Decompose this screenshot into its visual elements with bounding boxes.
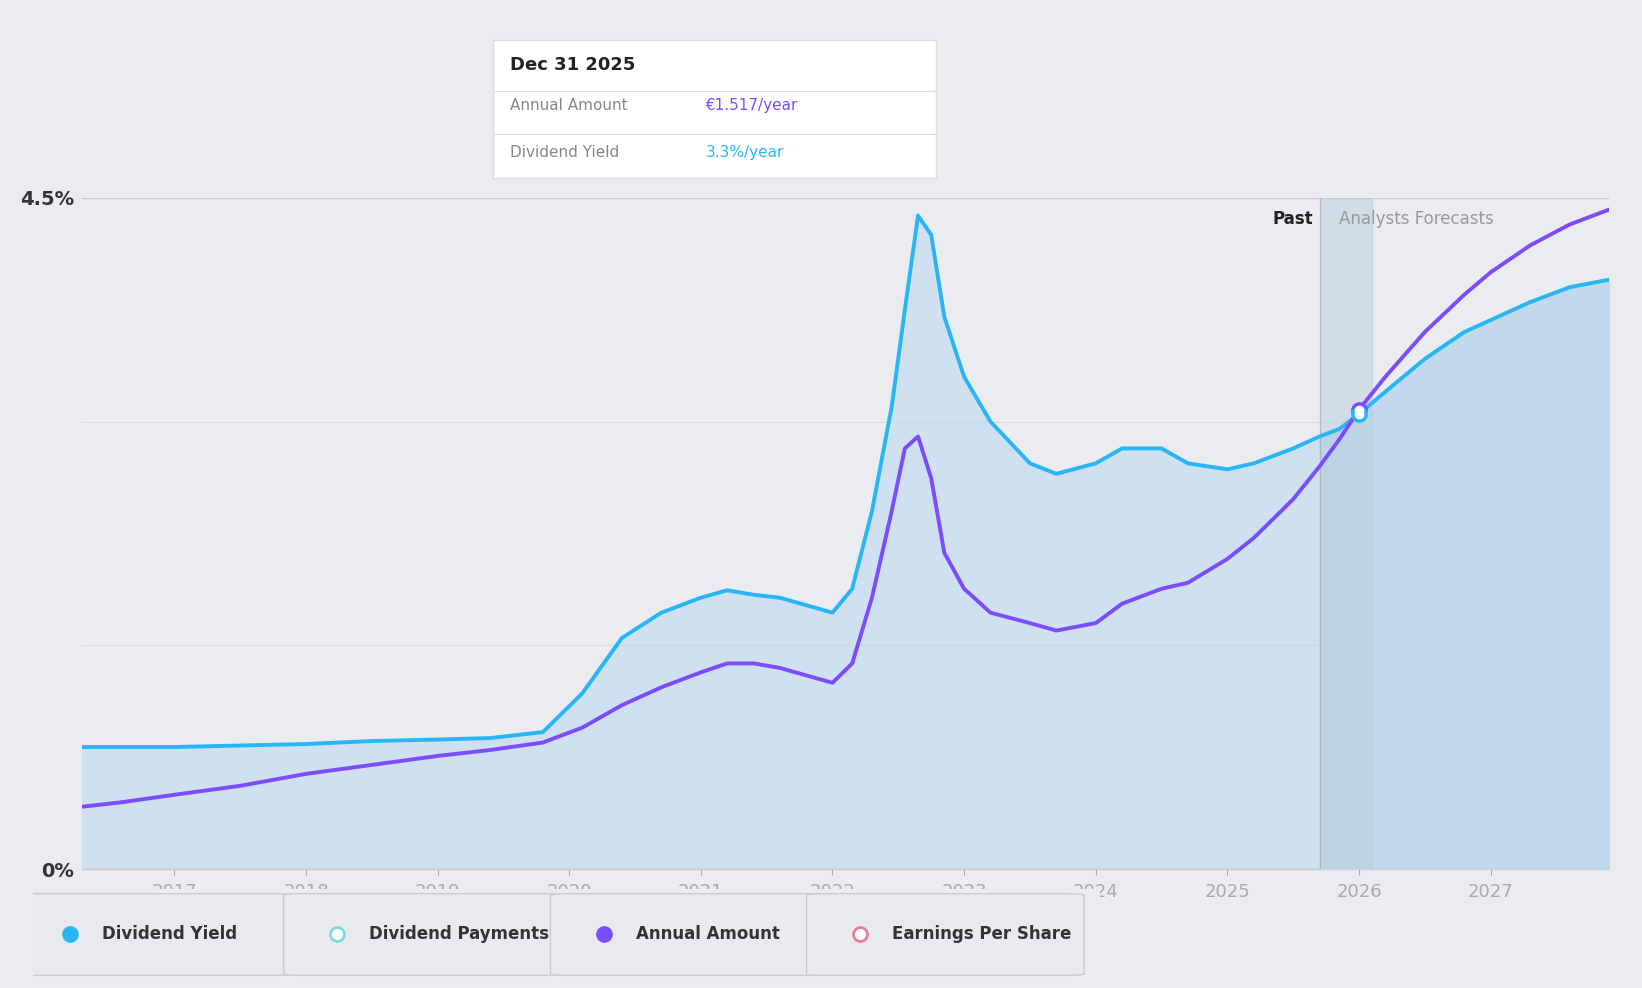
Text: Dividend Payments: Dividend Payments (369, 925, 548, 943)
FancyBboxPatch shape (16, 894, 294, 975)
Text: 3.3%/year: 3.3%/year (706, 145, 783, 160)
Text: Annual Amount: Annual Amount (511, 99, 627, 114)
Text: Earnings Per Share: Earnings Per Share (892, 925, 1071, 943)
Text: Past: Past (1273, 209, 1314, 227)
Bar (1320, 198, 1373, 869)
Text: Dec 31 2025: Dec 31 2025 (511, 56, 635, 74)
Text: €1.517/year: €1.517/year (706, 99, 798, 114)
FancyBboxPatch shape (284, 894, 562, 975)
Text: Analysts Forecasts: Analysts Forecasts (1340, 209, 1494, 227)
Text: Dividend Yield: Dividend Yield (102, 925, 238, 943)
Text: Annual Amount: Annual Amount (635, 925, 780, 943)
FancyBboxPatch shape (806, 894, 1084, 975)
FancyBboxPatch shape (550, 894, 828, 975)
Text: Dividend Yield: Dividend Yield (511, 145, 619, 160)
